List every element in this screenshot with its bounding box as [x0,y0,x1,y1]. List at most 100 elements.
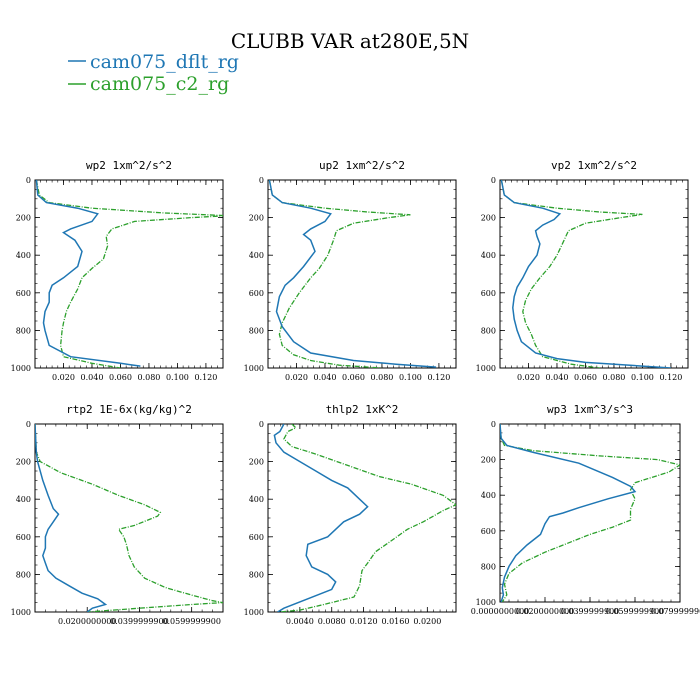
y-tick-label: 0 [26,176,31,185]
y-tick-label: 0 [491,176,496,185]
y-tick-label: 600 [481,527,496,536]
panel-title: rtp2 1E-6x(kg/kg)^2 [66,403,192,416]
y-tick-label: 800 [249,326,264,335]
series-line-dflt [273,424,369,612]
series-line-dflt [500,180,671,368]
y-tick-label: 400 [249,251,264,260]
x-tick-label: 0.0200000000 [516,607,575,616]
x-tick-label: 0.020 [52,373,75,382]
x-tick-label: 0.0000000000 [471,607,530,616]
panel-up2: up2 1xm^2/s^2 0 200 400 600 800 1000 0.020 0.040… [244,159,457,382]
series-line-dflt [268,180,437,368]
x-tick-label: 0.0399999900 [110,617,169,626]
y-tick-label: 1000 [244,608,264,617]
series-line-c2 [279,424,456,612]
x-tick-label: 0.120 [427,373,450,382]
plot-frame [267,423,457,613]
series-line-c2 [500,424,680,602]
y-tick-label: 200 [16,214,31,223]
x-tick-label: 0.040 [546,373,569,382]
series-line-dflt [35,424,108,612]
y-tick-label: 800 [481,326,496,335]
y-tick-label: 600 [16,533,31,542]
x-tick-label: 0.0399999900 [561,607,620,616]
x-tick-label: 0.0200 [413,617,441,626]
panel-wp2: wp2 1xm^2/s^2 0 200 400 600 800 1000 0.020 0.040… [11,159,224,382]
y-tick-label: 600 [249,533,264,542]
x-tick-label: 0.0040 [286,617,314,626]
y-tick-label: 0 [26,420,31,429]
x-tick-label: 0.0599999900 [162,617,221,626]
y-tick-label: 0 [491,420,496,429]
x-tick-label: 0.020 [285,373,308,382]
x-tick-label: 0.0200000000 [58,617,117,626]
figure-title: CLUBB VAR at280E,5N [231,29,469,53]
series-line-c2 [268,180,411,368]
x-tick-label: 0.080 [602,373,625,382]
panel-title: wp3 1xm^3/s^3 [547,403,633,416]
x-tick-label: 0.020 [517,373,540,382]
x-tick-label: 0.0080 [318,617,346,626]
plot-frame [34,179,224,369]
panel-vp2: vp2 1xm^2/s^2 0 200 400 600 800 1000 0.020 0.040… [476,159,689,382]
y-tick-label: 1000 [476,598,496,607]
x-tick-label: 0.100 [399,373,422,382]
x-tick-label: 0.060 [342,373,365,382]
y-tick-label: 800 [481,562,496,571]
y-tick-label: 400 [481,251,496,260]
x-tick-label: 0.0599999900 [606,607,665,616]
x-tick-label: 0.120 [659,373,682,382]
plot-frame [34,423,224,613]
y-tick-label: 200 [249,458,264,467]
y-tick-label: 1000 [244,364,264,373]
x-tick-label: 0.060 [109,373,132,382]
panel-rtp2: rtp2 1E-6x(kg/kg)^2 0 200 400 600 800 1000 0.02… [11,403,224,626]
x-tick-label: 0.0120 [350,617,378,626]
series-line-c2 [500,180,643,368]
panel-title: up2 1xm^2/s^2 [319,159,405,172]
x-tick-label: 0.080 [370,373,393,382]
series-line-c2 [35,180,223,368]
y-tick-label: 0 [259,420,264,429]
panel-title: thlp2 1xK^2 [326,403,399,416]
y-tick-label: 0 [259,176,264,185]
series-line-dflt [500,424,637,602]
legend: cam075_dflt_rg cam075_c2_rg [68,51,239,95]
y-tick-label: 800 [16,326,31,335]
panel-wp3: wp3 1xm^3/s^3 0 200 400 600 800 10000.00000000… [471,403,700,616]
y-tick-label: 800 [16,570,31,579]
y-tick-label: 1000 [11,608,31,617]
y-tick-label: 1000 [11,364,31,373]
y-tick-label: 200 [16,458,31,467]
y-tick-label: 600 [481,289,496,298]
series-line-c2 [35,424,223,612]
panel-thlp2: thlp2 1xK^2 0 200 400 600 800 1000 0.0040 0.0080… [244,403,457,626]
y-tick-label: 600 [249,289,264,298]
x-tick-label: 0.040 [81,373,104,382]
plot-frame [499,179,689,369]
x-tick-label: 0.100 [631,373,654,382]
panel-title: vp2 1xm^2/s^2 [551,159,637,172]
x-tick-label: 0.060 [574,373,597,382]
x-tick-label: 0.100 [166,373,189,382]
y-tick-label: 600 [16,289,31,298]
y-tick-label: 1000 [476,364,496,373]
y-tick-label: 400 [16,495,31,504]
y-tick-label: 200 [481,214,496,223]
panel-title: wp2 1xm^2/s^2 [86,159,172,172]
x-tick-label: 0.0799999900 [651,607,700,616]
legend-label-c2: cam075_c2_rg [90,73,229,95]
y-tick-label: 200 [249,214,264,223]
x-tick-label: 0.0160 [381,617,409,626]
y-tick-label: 400 [249,495,264,504]
y-tick-label: 200 [481,456,496,465]
x-tick-label: 0.080 [137,373,160,382]
legend-label-dflt: cam075_dflt_rg [90,51,239,73]
series-line-dflt [35,180,141,367]
x-tick-label: 0.040 [314,373,337,382]
y-tick-label: 400 [481,491,496,500]
y-tick-label: 800 [249,570,264,579]
x-tick-label: 0.120 [194,373,217,382]
y-tick-label: 400 [16,251,31,260]
